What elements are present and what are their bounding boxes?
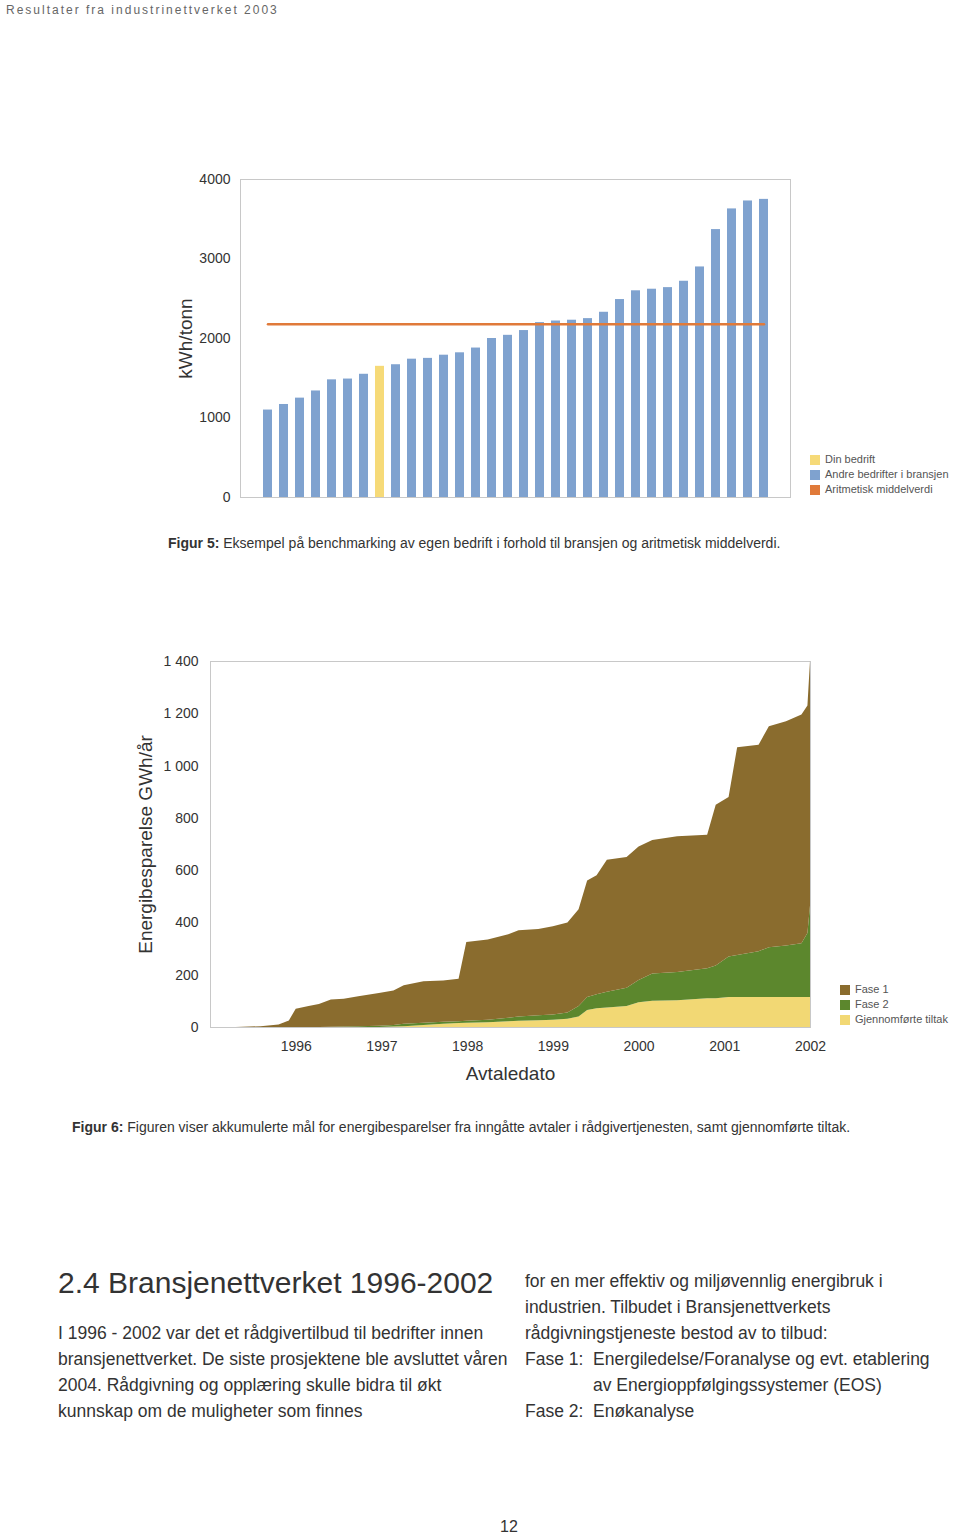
svg-text:Energibesparelse GWh/år: Energibesparelse GWh/år xyxy=(135,735,156,954)
svg-text:1998: 1998 xyxy=(452,1038,483,1054)
html-text:Enøkanalyse: Enøkanalyse xyxy=(593,1401,695,1421)
html-text:Fase 1: Fase 1 xyxy=(855,983,889,995)
html-text:Andre bedrifter i bransjen: Andre bedrifter i bransjen xyxy=(825,468,949,480)
svg-text:kWh/tonn: kWh/tonn xyxy=(175,298,196,378)
svg-text:1997: 1997 xyxy=(366,1038,397,1054)
html-text:Fase 2: Fase 2 xyxy=(855,998,889,1010)
html-text:Gjennomførte tiltak: Gjennomførte tiltak xyxy=(855,1013,948,1025)
html-text:Din bedrift: Din bedrift xyxy=(825,453,876,465)
html-text:I 1996 - 2002 var det et rådgi: I 1996 - 2002 var det et rådgivertilbud … xyxy=(58,1323,508,1421)
svg-text:0: 0 xyxy=(191,1019,199,1035)
html-text:Fase 2:: Fase 2: xyxy=(525,1401,584,1421)
html-text:Fase 1:: Fase 1: xyxy=(525,1349,584,1369)
html-text:for en mer effektiv og miljøve: for en mer effektiv og miljøvennlig ener… xyxy=(525,1271,883,1343)
html-text:Energiledelse/Foranalyse og ev: Energiledelse/Foranalyse og evt. etabler… xyxy=(593,1349,930,1395)
html-text:Figur 6: Figuren viser akkumul: Figur 6: Figuren viser akkumulerte mål f… xyxy=(72,1119,851,1135)
html-text:12: 12 xyxy=(500,1518,518,1535)
svg-text:2000: 2000 xyxy=(199,330,230,346)
svg-text:600: 600 xyxy=(175,862,199,878)
svg-text:2000: 2000 xyxy=(623,1038,654,1054)
html-text:2.4 Bransjenettverket 1996-200: 2.4 Bransjenettverket 1996-2002 xyxy=(58,1266,494,1299)
svg-text:1999: 1999 xyxy=(538,1038,569,1054)
svg-text:0: 0 xyxy=(223,489,231,505)
svg-text:1996: 1996 xyxy=(281,1038,312,1054)
svg-text:4000: 4000 xyxy=(199,171,230,187)
svg-text:2001: 2001 xyxy=(709,1038,740,1054)
svg-text:1 200: 1 200 xyxy=(163,705,198,721)
svg-text:400: 400 xyxy=(175,914,199,930)
svg-text:1 400: 1 400 xyxy=(163,653,198,669)
svg-text:800: 800 xyxy=(175,810,199,826)
svg-text:2002: 2002 xyxy=(795,1038,826,1054)
svg-text:3000: 3000 xyxy=(199,250,230,266)
svg-text:1 000: 1 000 xyxy=(163,758,198,774)
svg-text:Avtaledato: Avtaledato xyxy=(466,1063,555,1084)
svg-text:200: 200 xyxy=(175,967,199,983)
html-text:Aritmetisk middelverdi: Aritmetisk middelverdi xyxy=(825,483,933,495)
html-text:Figur 5: Eksempel på benchmark: Figur 5: Eksempel på benchmarking av ege… xyxy=(168,535,781,551)
html-text:Resultater fra industrinettver: Resultater fra industrinettverket 2003 xyxy=(6,3,279,17)
svg-text:1000: 1000 xyxy=(199,409,230,425)
